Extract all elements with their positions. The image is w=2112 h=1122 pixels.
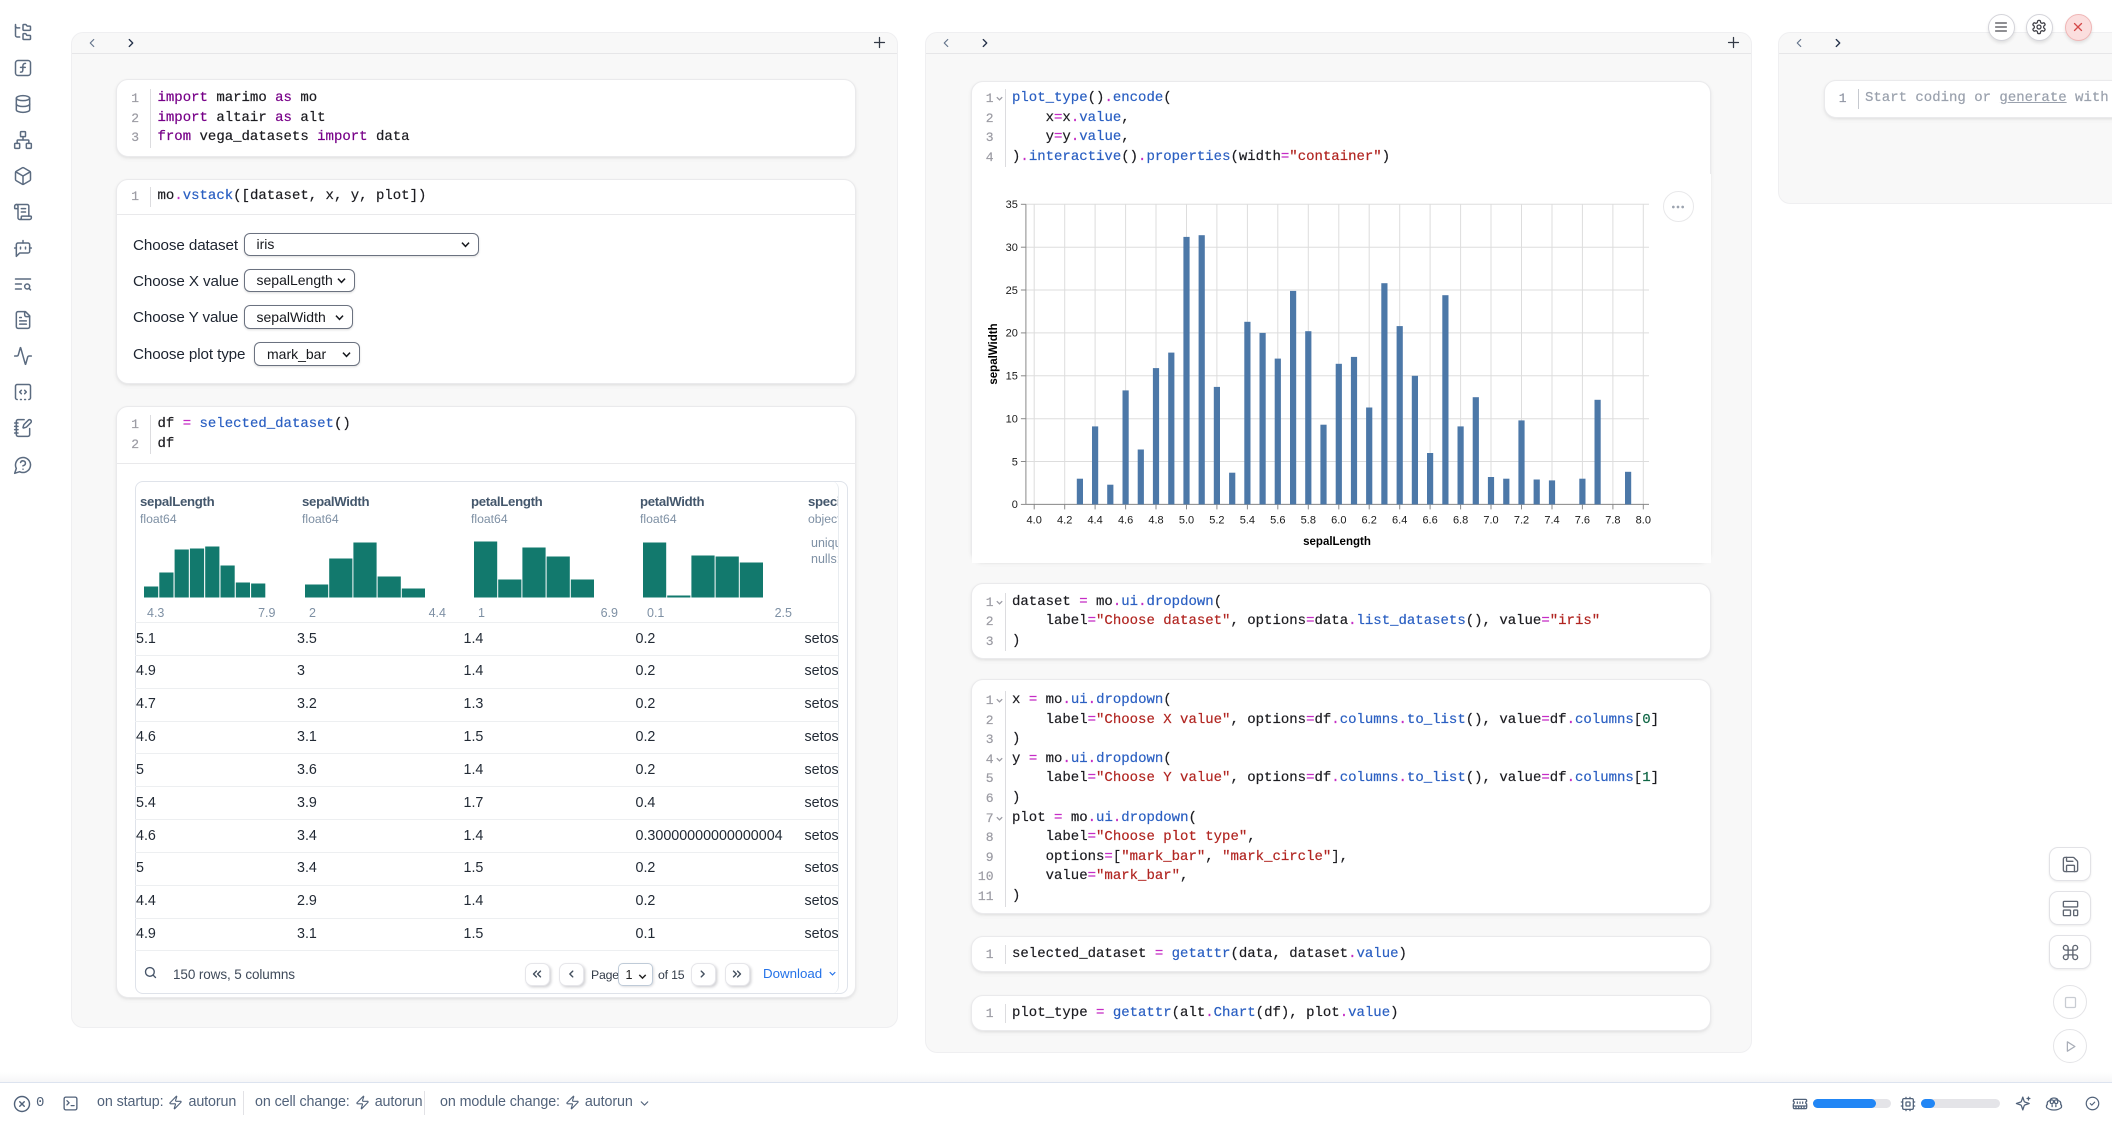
svg-text:5.4: 5.4 [1239, 514, 1254, 526]
svg-text:30: 30 [1005, 242, 1017, 254]
svg-text:6.6: 6.6 [1422, 514, 1437, 526]
svg-text:6.4: 6.4 [1392, 514, 1407, 526]
svg-text:5.0: 5.0 [1178, 514, 1193, 526]
svg-text:4.6: 4.6 [1117, 514, 1132, 526]
svg-text:5.6: 5.6 [1270, 514, 1285, 526]
svg-text:6.0: 6.0 [1331, 514, 1346, 526]
svg-text:7.8: 7.8 [1605, 514, 1620, 526]
svg-text:0: 0 [1011, 499, 1017, 511]
svg-text:35: 35 [1005, 199, 1017, 211]
svg-text:sepalLength: sepalLength [1303, 536, 1371, 548]
svg-text:4.8: 4.8 [1148, 514, 1163, 526]
svg-text:4.0: 4.0 [1026, 514, 1041, 526]
svg-text:7.6: 7.6 [1574, 514, 1589, 526]
svg-text:20: 20 [1005, 328, 1017, 340]
svg-text:15: 15 [1005, 371, 1017, 383]
svg-text:4.2: 4.2 [1057, 514, 1072, 526]
svg-text:sepalWidth: sepalWidth [988, 323, 1000, 384]
svg-text:8.0: 8.0 [1635, 514, 1650, 526]
svg-text:10: 10 [1005, 414, 1017, 426]
svg-text:7.2: 7.2 [1513, 514, 1528, 526]
svg-text:6.8: 6.8 [1452, 514, 1467, 526]
svg-text:5: 5 [1011, 456, 1017, 468]
svg-text:25: 25 [1005, 285, 1017, 297]
svg-text:4.4: 4.4 [1087, 514, 1102, 526]
svg-text:7.0: 7.0 [1483, 514, 1498, 526]
svg-text:5.8: 5.8 [1300, 514, 1315, 526]
svg-text:7.4: 7.4 [1544, 514, 1559, 526]
svg-text:5.2: 5.2 [1209, 514, 1224, 526]
svg-text:6.2: 6.2 [1361, 514, 1376, 526]
